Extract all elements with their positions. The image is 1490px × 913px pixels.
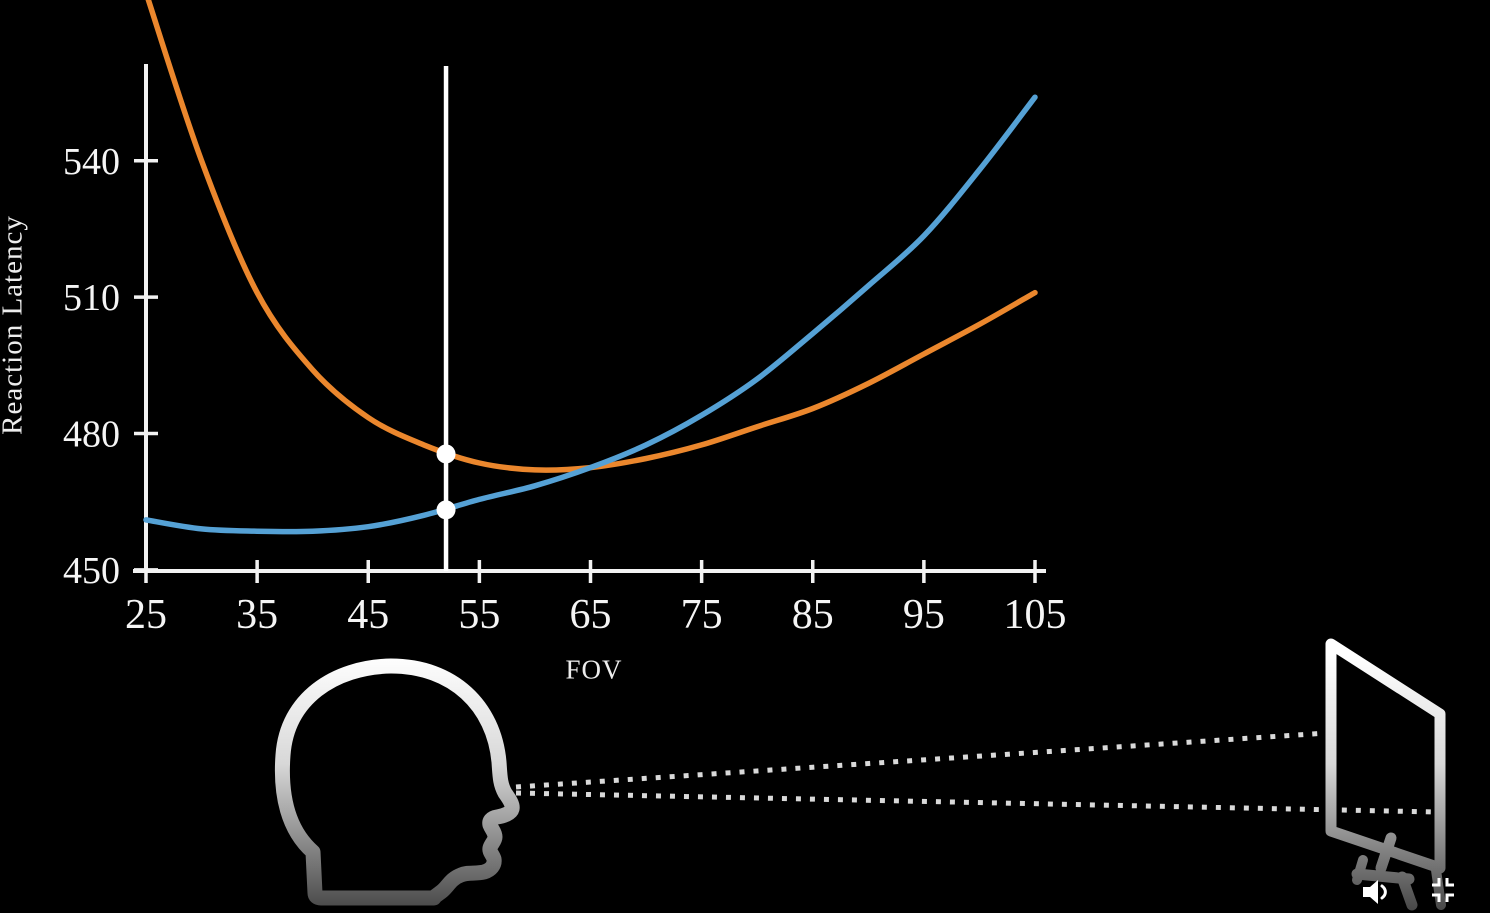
marker-dot-blue-curve (436, 500, 456, 520)
x-tick-label: 105 (1004, 592, 1067, 638)
volume-button[interactable] (1356, 872, 1400, 912)
x-tick-label: 35 (236, 592, 278, 638)
marker-dot-orange-curve (436, 444, 456, 464)
x-tick-label: 95 (903, 592, 945, 638)
volume-icon (1363, 880, 1387, 904)
x-axis-title: FOV (565, 654, 623, 685)
x-tick-label: 45 (347, 592, 389, 638)
monitor-icon (1325, 638, 1446, 911)
gaze-line-lower (515, 790, 1438, 815)
head-profile-icon (274, 658, 520, 906)
reaction-latency-vs-fov-chart: 450 480 510 540 25 35 45 55 65 75 85 95 105 (63, 0, 1067, 638)
y-tick-label: 480 (63, 414, 120, 456)
blue-curve (143, 94, 1038, 535)
x-tick-label: 65 (570, 592, 612, 638)
orange-curve (145, 0, 1038, 473)
x-tick-label: 25 (125, 592, 167, 638)
y-tick-label: 540 (63, 141, 120, 183)
x-tick-label: 55 (458, 592, 500, 638)
x-tick-label: 75 (681, 592, 723, 638)
exit-fullscreen-icon (1432, 878, 1454, 902)
y-tick-label: 450 (63, 550, 120, 592)
x-tick-label: 85 (792, 592, 834, 638)
exit-fullscreen-button[interactable] (1424, 872, 1462, 908)
gaze-line-upper (515, 730, 1328, 790)
y-tick-label: 510 (63, 277, 120, 319)
monitor-screen-outline (1325, 638, 1446, 874)
